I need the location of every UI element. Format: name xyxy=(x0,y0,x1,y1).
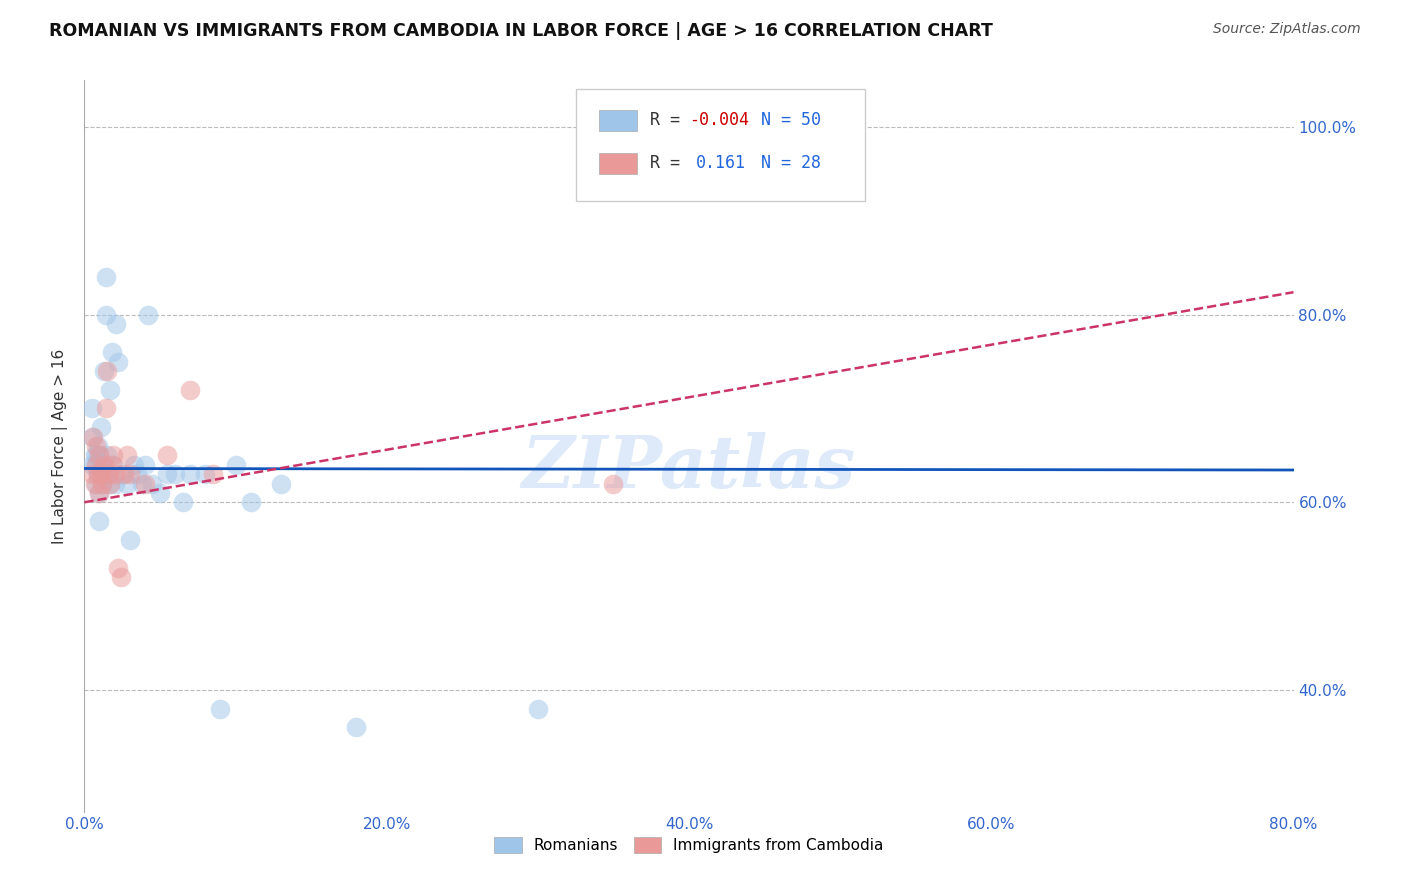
Text: ZIPatlas: ZIPatlas xyxy=(522,433,856,503)
Point xyxy=(122,458,145,472)
Point xyxy=(89,514,111,528)
Point xyxy=(97,467,120,482)
Text: -0.004: -0.004 xyxy=(689,112,749,129)
Point xyxy=(100,345,122,359)
Point xyxy=(115,476,138,491)
Point xyxy=(156,449,179,463)
Text: Source: ZipAtlas.com: Source: ZipAtlas.com xyxy=(1213,22,1361,37)
Text: R =: R = xyxy=(650,154,700,172)
Point xyxy=(100,458,122,472)
Point xyxy=(91,476,114,491)
Point xyxy=(93,458,115,472)
Point xyxy=(127,467,149,482)
Text: N = 28: N = 28 xyxy=(741,154,821,172)
Point xyxy=(80,458,103,472)
Point xyxy=(80,467,103,482)
Point xyxy=(80,401,103,416)
Point xyxy=(141,476,163,491)
Point xyxy=(107,354,129,368)
Point xyxy=(84,476,107,491)
Point xyxy=(93,364,115,378)
Point xyxy=(90,467,112,482)
Point xyxy=(104,476,127,491)
Point xyxy=(89,449,111,463)
Point xyxy=(89,449,111,463)
Legend: Romanians, Immigrants from Cambodia: Romanians, Immigrants from Cambodia xyxy=(488,830,890,859)
Point xyxy=(118,467,141,482)
Point xyxy=(156,467,179,482)
Text: 0.161: 0.161 xyxy=(696,154,747,172)
Point xyxy=(96,467,118,482)
Point xyxy=(112,467,135,482)
Point xyxy=(209,701,232,715)
Y-axis label: In Labor Force | Age > 16: In Labor Force | Age > 16 xyxy=(52,349,69,543)
Point xyxy=(239,495,262,509)
Point xyxy=(131,476,153,491)
Point xyxy=(80,429,103,443)
Point xyxy=(89,486,111,500)
Point xyxy=(527,701,550,715)
Point xyxy=(98,476,121,491)
Text: N = 50: N = 50 xyxy=(741,112,821,129)
Point xyxy=(201,467,224,482)
Point xyxy=(225,458,247,472)
Point xyxy=(602,476,624,491)
Point xyxy=(86,476,108,491)
Point xyxy=(87,439,110,453)
Point xyxy=(91,476,114,491)
Point xyxy=(86,439,108,453)
Point xyxy=(94,270,117,285)
Point xyxy=(270,476,292,491)
Point xyxy=(105,317,128,331)
Point xyxy=(134,476,156,491)
Point xyxy=(179,383,201,397)
Text: R =: R = xyxy=(650,112,689,129)
Point xyxy=(90,420,112,434)
Point xyxy=(179,467,201,482)
Point xyxy=(149,486,172,500)
Point xyxy=(94,401,117,416)
Point xyxy=(86,449,108,463)
Point xyxy=(101,449,124,463)
Point xyxy=(96,364,118,378)
Point xyxy=(91,458,114,472)
Point xyxy=(111,467,134,482)
Point xyxy=(94,308,117,322)
Point xyxy=(194,467,217,482)
Point xyxy=(84,449,107,463)
Point xyxy=(110,570,132,584)
Point xyxy=(84,458,107,472)
Point xyxy=(87,467,110,482)
Point xyxy=(118,533,141,547)
Point xyxy=(89,486,111,500)
Point xyxy=(87,467,110,482)
Point xyxy=(136,308,159,322)
Point xyxy=(97,476,120,491)
Point xyxy=(107,561,129,575)
Point xyxy=(346,720,368,734)
Point xyxy=(830,120,852,135)
Point xyxy=(101,458,124,472)
Point xyxy=(90,467,112,482)
Point xyxy=(115,449,138,463)
Text: ROMANIAN VS IMMIGRANTS FROM CAMBODIA IN LABOR FORCE | AGE > 16 CORRELATION CHART: ROMANIAN VS IMMIGRANTS FROM CAMBODIA IN … xyxy=(49,22,993,40)
Point xyxy=(165,467,187,482)
Point xyxy=(104,467,127,482)
Point xyxy=(134,458,156,472)
Point xyxy=(82,429,104,443)
Point xyxy=(86,458,108,472)
Point xyxy=(172,495,194,509)
Point xyxy=(96,449,118,463)
Point xyxy=(98,383,121,397)
